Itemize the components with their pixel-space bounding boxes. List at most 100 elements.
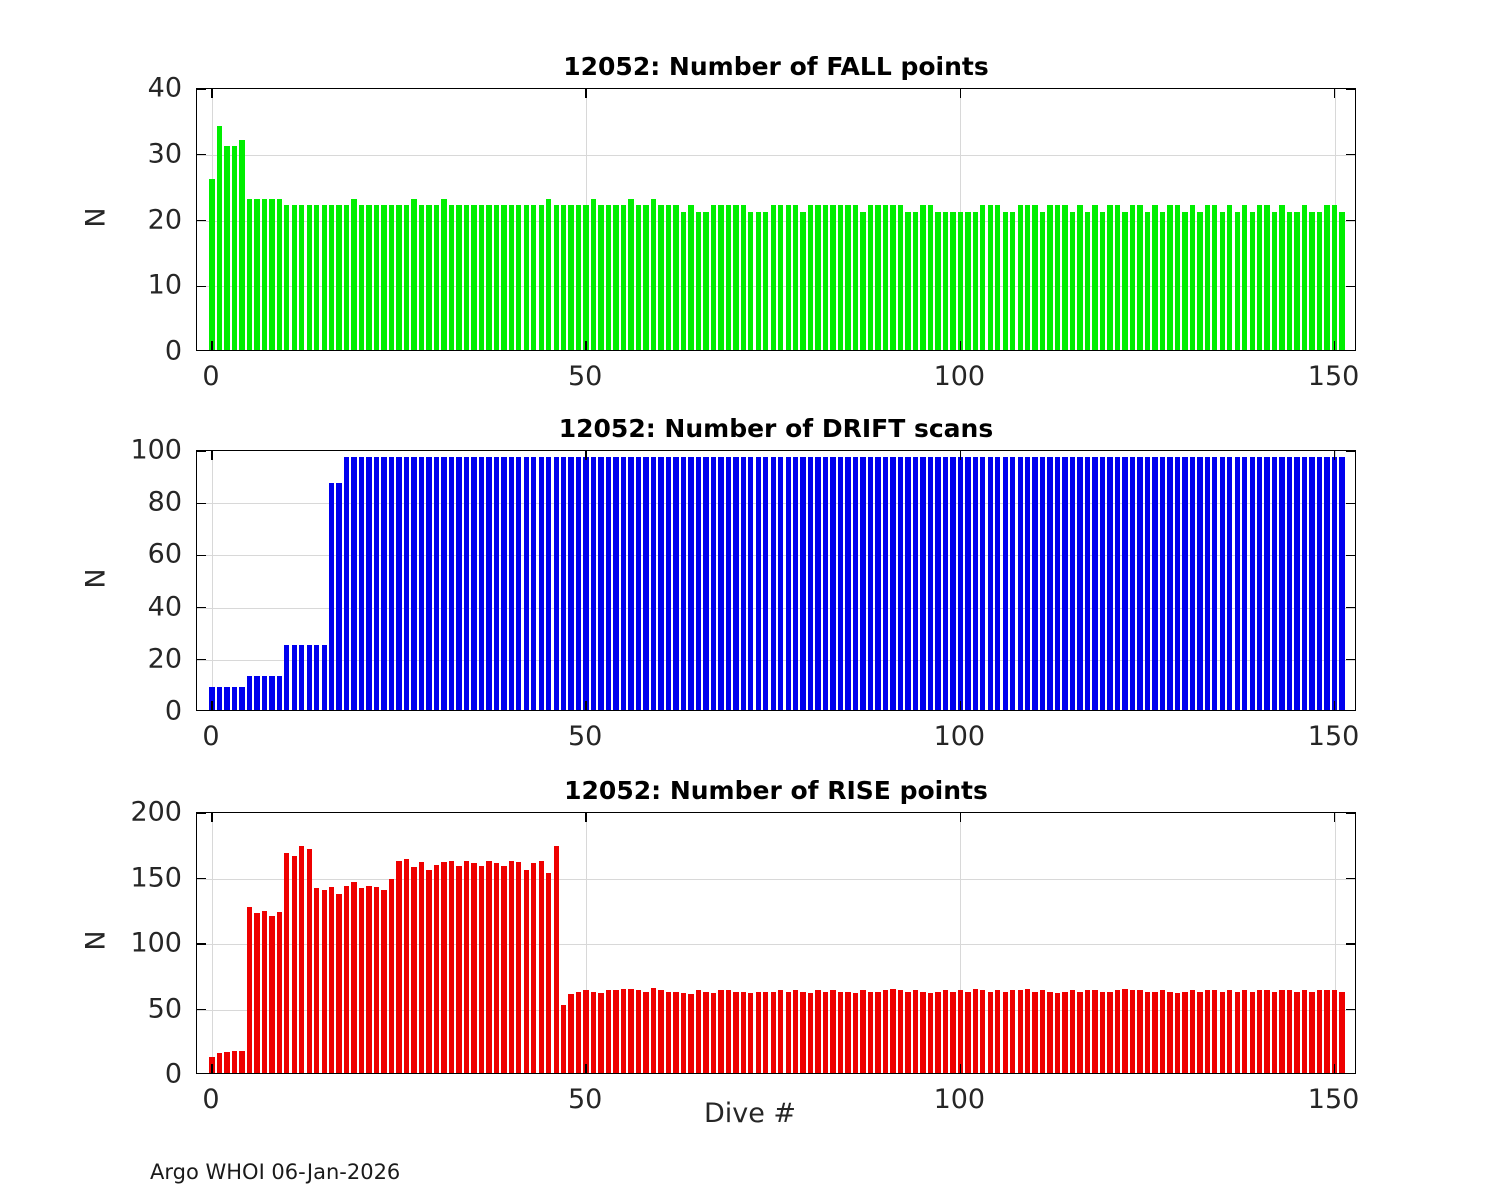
bar — [628, 989, 634, 1073]
bar — [1174, 456, 1181, 710]
bar — [807, 456, 814, 710]
bar — [605, 990, 612, 1073]
bar — [598, 993, 604, 1073]
bar — [1339, 991, 1345, 1073]
bar — [703, 211, 709, 350]
bar — [1249, 991, 1255, 1073]
bar — [1159, 456, 1166, 710]
y-axis-tick-label: 0 — [164, 335, 182, 367]
panel-title-rise: 12052: Number of RISE points — [564, 776, 988, 805]
bar — [575, 205, 582, 350]
bar — [531, 456, 537, 710]
bar — [718, 456, 724, 710]
chart-panel-fall: 12052: Number of FALL points 0 10 20 30 40 0 5… — [81, 52, 1360, 392]
bar — [703, 991, 709, 1073]
bar — [1316, 990, 1323, 1073]
bar — [1167, 991, 1173, 1073]
bar — [845, 205, 851, 350]
x-axis-tick — [585, 1064, 587, 1073]
bar — [1309, 456, 1315, 710]
bar — [852, 993, 859, 1073]
bar — [680, 993, 687, 1073]
bar — [1062, 991, 1068, 1073]
x-axis-tick — [585, 341, 587, 350]
y-axis-tick-label: 50 — [147, 993, 182, 1024]
bar — [965, 211, 971, 350]
bar — [373, 456, 380, 710]
bar — [299, 846, 305, 1073]
bar — [785, 991, 791, 1073]
bar — [598, 205, 604, 350]
bar — [1167, 456, 1173, 710]
bar — [561, 456, 567, 710]
bar — [673, 991, 679, 1073]
bar — [590, 991, 597, 1073]
bar — [950, 211, 956, 350]
bar — [426, 869, 432, 1073]
bar — [471, 863, 477, 1073]
y-axis-tick — [197, 606, 206, 609]
bar — [830, 990, 836, 1073]
bar — [1129, 205, 1136, 350]
bar — [411, 867, 417, 1073]
bar — [448, 456, 455, 710]
bar — [1331, 205, 1338, 350]
bar — [583, 205, 589, 350]
y-axis-tick — [197, 219, 206, 222]
bar — [1144, 211, 1151, 350]
bar — [1271, 456, 1278, 710]
bar — [635, 456, 642, 710]
bar — [1010, 456, 1016, 710]
bar — [725, 456, 732, 710]
bar — [1271, 991, 1278, 1073]
bar — [620, 989, 627, 1073]
bar — [935, 991, 941, 1073]
bar — [770, 991, 776, 1073]
bar — [501, 205, 507, 350]
chart-panel-rise: 12052: Number of RISE points 0 50 100 150 20… — [81, 776, 1360, 1115]
bar — [748, 993, 754, 1073]
bar — [284, 852, 290, 1073]
y-axis-tick — [197, 813, 206, 814]
x-axis-tick — [1333, 341, 1336, 350]
bar — [1324, 205, 1330, 350]
x-axis-tick — [959, 813, 962, 822]
bar — [643, 205, 649, 350]
bar — [785, 205, 791, 350]
bar — [516, 862, 522, 1073]
bar — [605, 456, 612, 710]
bar — [471, 205, 477, 350]
bar-series-rise — [197, 813, 1355, 1073]
bar — [508, 205, 514, 350]
bar — [748, 211, 754, 350]
bar — [403, 456, 410, 710]
bar — [1092, 205, 1098, 350]
bar — [695, 990, 702, 1073]
bar — [1271, 211, 1278, 350]
x-axis-tick — [585, 701, 587, 710]
bar — [531, 205, 537, 350]
bar — [935, 456, 941, 710]
bar — [793, 990, 799, 1073]
bar — [396, 456, 402, 710]
y-axis-tick — [197, 943, 206, 945]
bar — [343, 885, 350, 1073]
bar — [1301, 990, 1308, 1073]
bar — [620, 205, 627, 350]
bar — [755, 991, 761, 1073]
bar — [1286, 211, 1293, 350]
bar — [710, 993, 717, 1073]
y-axis-tick-label: 10 — [147, 269, 182, 301]
bar — [628, 198, 634, 350]
bar — [1047, 205, 1053, 350]
bar — [867, 456, 874, 710]
bar — [284, 205, 290, 350]
y-axis-tick — [197, 502, 206, 504]
bar — [957, 990, 964, 1073]
bar — [927, 993, 934, 1073]
bar — [1316, 456, 1323, 710]
bar — [1137, 456, 1143, 710]
bar — [815, 205, 821, 350]
bar — [688, 994, 694, 1073]
bar — [718, 990, 724, 1073]
